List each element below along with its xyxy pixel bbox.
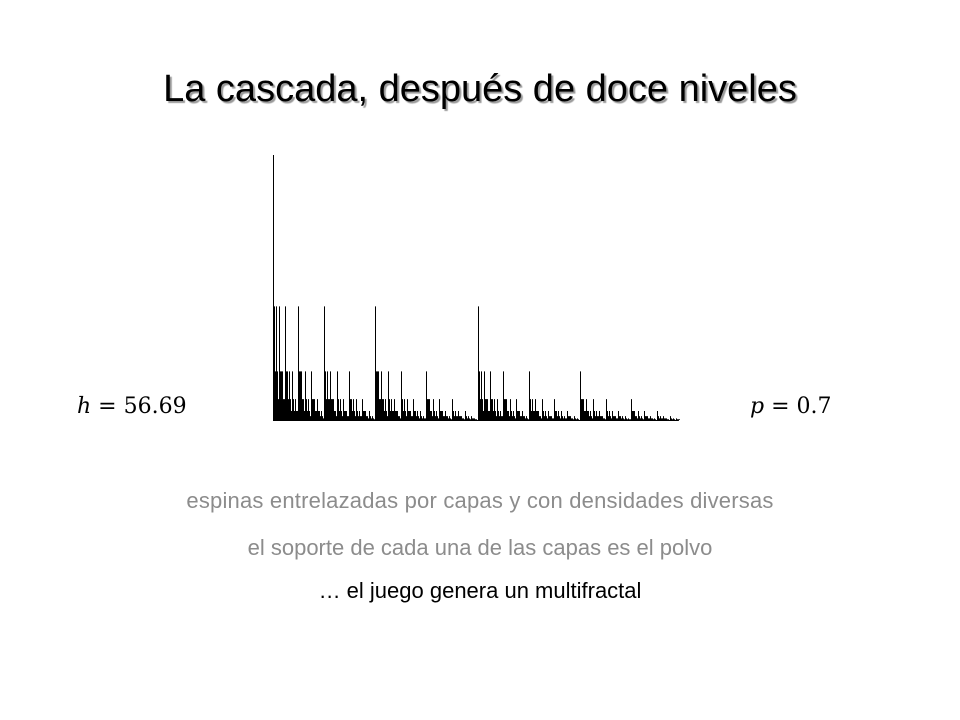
param-p-label: p = 0.7 <box>750 392 832 422</box>
cascade-bars <box>273 155 680 421</box>
param-h-value: 56.69 <box>123 394 187 419</box>
caption-multifractal: … el juego genera un multifractal <box>318 578 642 603</box>
caption-spines: espinas entrelazadas por capas y con den… <box>186 488 774 513</box>
multifractal-cascade <box>273 155 680 421</box>
cascade-spikes <box>273 155 680 420</box>
param-p-equals: = <box>771 394 790 419</box>
slide-title: La cascada, después de doce niveles <box>163 68 797 110</box>
param-h-symbol: h <box>77 394 92 419</box>
param-p-value: 0.7 <box>796 394 832 419</box>
caption-support: el soporte de cada una de las capas es e… <box>247 535 713 560</box>
param-h-equals: = <box>98 394 117 419</box>
param-h-label: h = 56.69 <box>77 392 187 422</box>
param-p-symbol: p <box>750 394 765 419</box>
